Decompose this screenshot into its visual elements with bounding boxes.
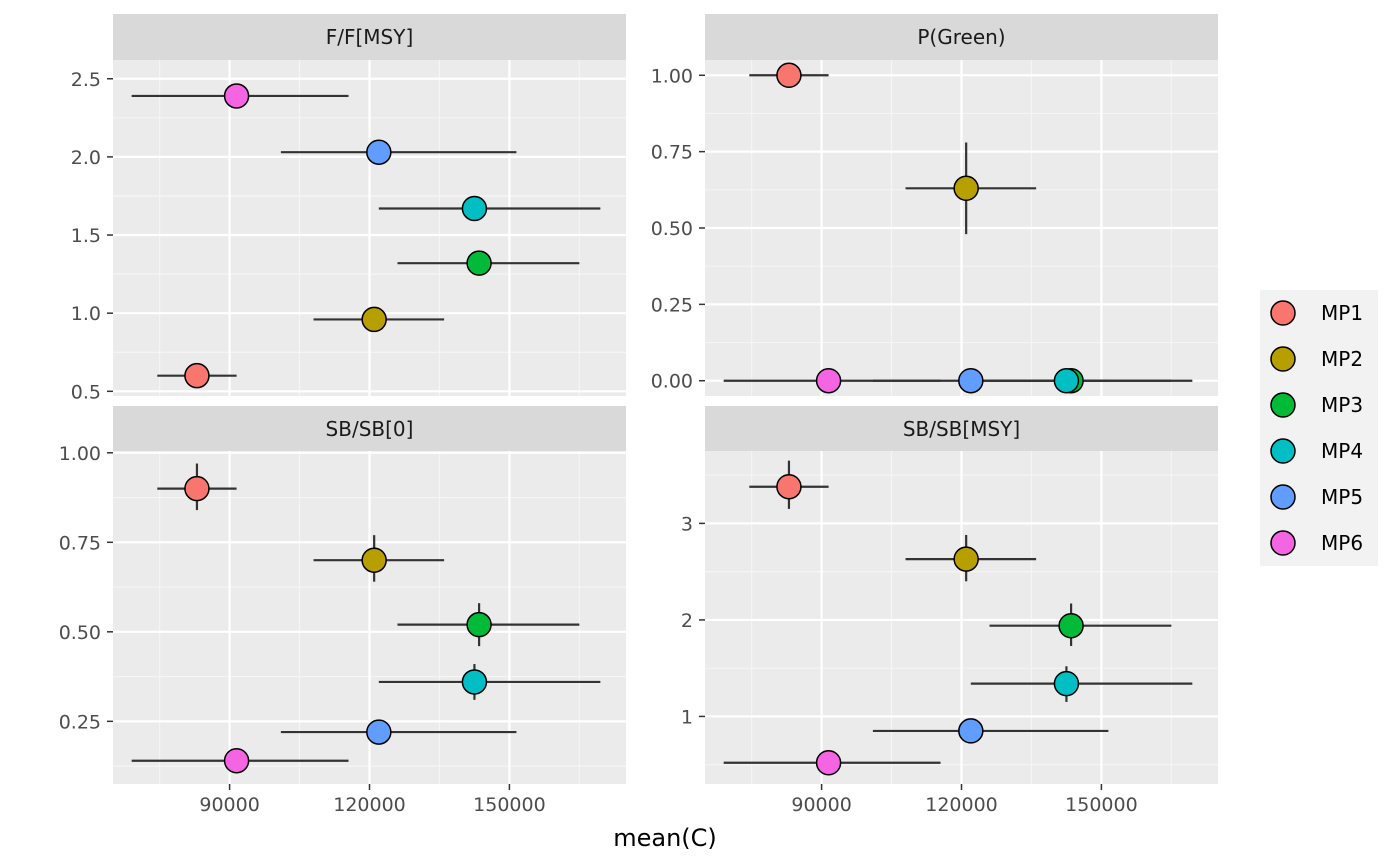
- point-mp2: [953, 546, 979, 572]
- y-tick-label: 0.75: [59, 532, 101, 554]
- y-tick-label: 1.0: [71, 303, 101, 325]
- x-tick-label: 90000: [199, 794, 259, 816]
- facet-strip: [113, 14, 626, 60]
- facet-strip-label: F/F[MSY]: [326, 25, 414, 49]
- point-mp2: [361, 306, 387, 333]
- y-tick-label: 1.00: [651, 65, 693, 87]
- point-mp3: [466, 611, 492, 638]
- facet-panel: SB/SB[0] 0.25 0.50 0.75 1.00 90000 120000 15000…: [59, 406, 626, 816]
- y-tick-label: 0.50: [651, 218, 693, 240]
- x-tick-label: 150000: [1065, 794, 1138, 816]
- facet-strip: [705, 406, 1218, 451]
- x-axis-title: mean(C): [613, 824, 717, 852]
- point-mp1: [184, 475, 210, 502]
- point-mp2: [361, 547, 387, 573]
- y-tick-label: 1.5: [71, 225, 101, 247]
- x-tick-label: 120000: [333, 794, 406, 816]
- y-tick-label: 0.25: [651, 294, 693, 316]
- point-mp4: [461, 669, 488, 695]
- legend-label: MP2: [1321, 347, 1363, 371]
- y-tick-label: 2.0: [71, 147, 101, 169]
- legend-key: [1270, 530, 1296, 556]
- y-tick-label: 2: [681, 610, 693, 632]
- point-mp6: [223, 83, 250, 109]
- point-mp5: [366, 139, 392, 165]
- point-mp4: [1053, 367, 1080, 394]
- legend-item-mp2: MP2: [1270, 346, 1363, 372]
- facet-strip-label: P(Green): [917, 25, 1005, 49]
- legend-label: MP5: [1321, 485, 1363, 509]
- x-tick-label: 90000: [791, 794, 851, 816]
- legend-key: [1270, 438, 1296, 464]
- legend-label: MP6: [1321, 531, 1363, 555]
- legend-label: MP4: [1321, 439, 1363, 463]
- legend-item-mp6: MP6: [1270, 530, 1363, 556]
- y-tick-label: 0.25: [59, 711, 101, 733]
- y-tick-label: 3: [681, 513, 693, 535]
- legend-item-mp3: MP3: [1270, 392, 1363, 418]
- point-mp3: [466, 250, 492, 276]
- legend-label: MP1: [1321, 301, 1363, 325]
- legend-key: [1270, 392, 1296, 418]
- point-mp6: [223, 747, 250, 774]
- point-mp1: [184, 362, 210, 389]
- y-tick-label: 2.5: [71, 69, 101, 91]
- facet-panel: P(Green) 0.00 0.25 0.50 0.75 1.00: [651, 14, 1218, 396]
- legend-item-mp5: MP5: [1270, 484, 1363, 510]
- y-tick-label: 0.75: [651, 142, 693, 164]
- legend: MP1 MP2 MP3 MP4 MP5 MP6: [1260, 290, 1378, 566]
- point-mp4: [461, 195, 488, 222]
- facet-panel: SB/SB[MSY] 1 2 3 90000 120000 150000: [681, 406, 1218, 816]
- point-mp6: [815, 750, 842, 776]
- y-tick-label: 1: [681, 706, 693, 728]
- legend-key: [1270, 346, 1296, 372]
- legend-label: MP3: [1321, 393, 1363, 417]
- y-tick-label: 0.50: [59, 622, 101, 644]
- point-mp1: [776, 473, 802, 500]
- legend-item-mp4: MP4: [1270, 438, 1363, 464]
- legend-key: [1270, 300, 1296, 326]
- point-mp6: [815, 367, 842, 394]
- legend-key: [1270, 484, 1296, 510]
- x-tick-label: 120000: [925, 794, 998, 816]
- y-tick-label: 0.5: [71, 381, 101, 403]
- point-mp5: [958, 718, 984, 744]
- point-mp5: [366, 719, 392, 745]
- point-mp5: [958, 367, 984, 394]
- y-tick-label: 0.00: [651, 371, 693, 393]
- legend-background: [1260, 290, 1378, 566]
- y-tick-label: 1.00: [59, 443, 101, 465]
- facet-strip-label: SB/SB[0]: [326, 417, 414, 441]
- legend-item-mp1: MP1: [1270, 300, 1363, 326]
- point-mp3: [1058, 612, 1084, 639]
- point-mp4: [1053, 670, 1080, 697]
- facet-strip: [705, 14, 1218, 60]
- facet-panels: F/F[MSY] 0.5 1.0 1.5 2.0 2.5 P(Green) 0.00 0.25 0…: [59, 14, 1218, 816]
- point-mp2: [953, 175, 979, 202]
- facet-strip: [113, 406, 626, 451]
- facet-strip-label: SB/SB[MSY]: [903, 417, 1020, 441]
- point-mp1: [776, 62, 802, 89]
- facet-panel: F/F[MSY] 0.5 1.0 1.5 2.0 2.5: [71, 14, 626, 403]
- x-tick-label: 150000: [473, 794, 546, 816]
